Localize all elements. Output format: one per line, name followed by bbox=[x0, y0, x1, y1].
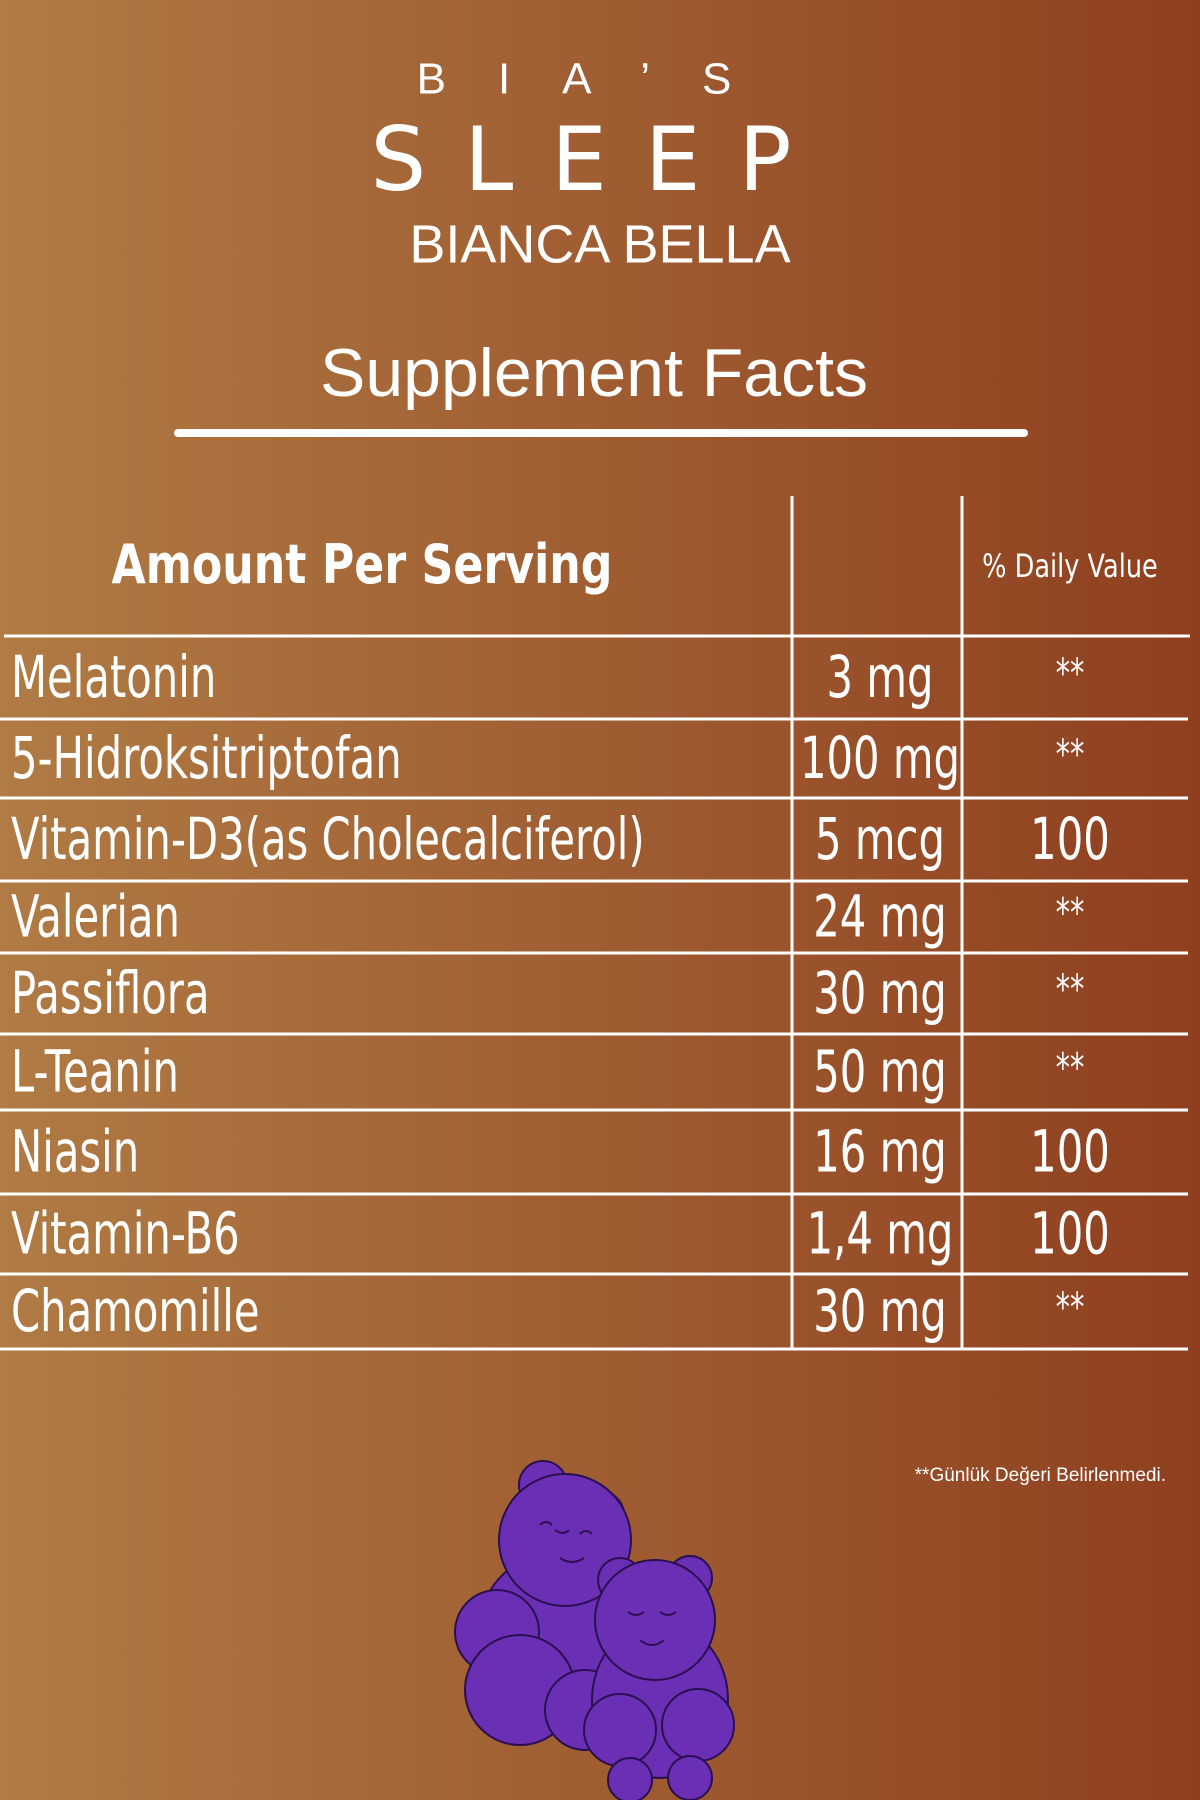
bear bbox=[583, 1555, 735, 1800]
daily-value: 100 bbox=[1030, 805, 1110, 873]
facts-table: Amount Per Serving % Daily Value Melaton… bbox=[0, 496, 1190, 1351]
ingredient-name: Passiflora bbox=[11, 959, 210, 1027]
column-header: Amount Per Serving bbox=[111, 532, 612, 595]
ingredient-name: Niasin bbox=[11, 1118, 139, 1186]
ingredient-name: Valerian bbox=[11, 883, 180, 951]
amount: 1,4 mg bbox=[807, 1200, 954, 1268]
daily-value: ** bbox=[1056, 967, 1085, 1013]
amount: 30 mg bbox=[813, 959, 947, 1027]
amount: 30 mg bbox=[813, 1277, 947, 1345]
amount: 3 mg bbox=[827, 643, 934, 711]
daily-value: ** bbox=[1056, 1046, 1085, 1092]
brand: BIA’S bbox=[417, 55, 784, 104]
daily-value: 100 bbox=[1030, 1200, 1110, 1268]
daily-value: ** bbox=[1056, 651, 1085, 697]
amount: 24 mg bbox=[813, 883, 947, 951]
ingredient-name: L-Teanin bbox=[11, 1038, 179, 1106]
footnote: **Günlük Değeri Belirlenmedi. bbox=[915, 1465, 1166, 1486]
daily-value: ** bbox=[1056, 891, 1085, 937]
ingredient-name: Melatonin bbox=[11, 643, 216, 711]
ingredient-name: 5-Hidroksitriptofan bbox=[11, 724, 402, 792]
company: BIANCA BELLA bbox=[409, 214, 790, 274]
ingredient-name: Vitamin-D3(as Cholecalciferol) bbox=[11, 805, 645, 873]
amount: 50 mg bbox=[813, 1038, 947, 1106]
daily-value: ** bbox=[1056, 732, 1085, 778]
amount: 16 mg bbox=[813, 1118, 947, 1186]
amount: 5 mcg bbox=[815, 805, 945, 873]
daily-value: ** bbox=[1056, 1285, 1085, 1331]
product-name: SLEEP bbox=[370, 108, 829, 211]
column-header: % Daily Value bbox=[982, 547, 1158, 585]
ingredient-name: Vitamin-B6 bbox=[11, 1200, 240, 1268]
amount: 100 mg bbox=[800, 724, 960, 792]
gummy-bears bbox=[454, 1460, 735, 1800]
title: Supplement Facts bbox=[320, 335, 868, 411]
daily-value: 100 bbox=[1030, 1118, 1110, 1186]
ingredient-name: Chamomille bbox=[11, 1277, 260, 1345]
